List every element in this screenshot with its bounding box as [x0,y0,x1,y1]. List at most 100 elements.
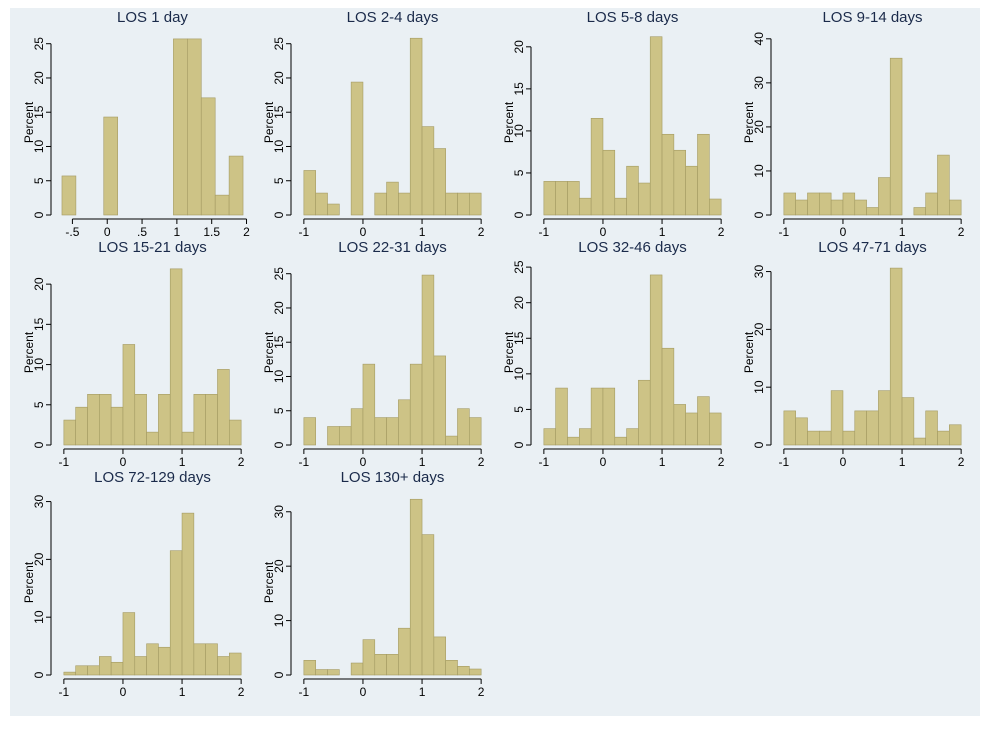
bar [169,550,183,676]
y-tick-label: 30 [752,265,766,279]
bar [87,394,100,446]
bar [228,155,244,216]
bar [75,665,88,676]
x-tick-label: 1 [659,225,666,239]
x-tick-label: 1.5 [203,225,220,239]
x-tick-label: 1 [899,455,906,469]
bar [878,177,891,216]
y-tick-label: 10 [272,139,286,153]
bar [626,428,639,446]
bar [303,417,316,446]
bar [661,133,675,216]
bar [555,181,568,216]
y-tick-label: 5 [512,406,526,413]
x-tick-label: 2 [238,455,245,469]
bar [99,394,112,446]
bar [362,363,376,446]
panel-title: LOS 1 day [117,9,188,26]
x-tick-label: 2 [958,455,965,469]
x-tick-label: 2 [478,455,485,469]
bar [543,181,556,216]
bar [362,639,376,676]
y-tick-label: 20 [272,301,286,315]
x-tick-label: 0 [360,225,367,239]
y-axis-label: Percent [502,101,516,143]
bar [229,419,242,446]
y-tick-label: 10 [32,139,46,153]
bar [602,149,616,216]
bar [421,274,435,446]
bar [158,646,171,676]
bar [217,369,230,446]
bar [433,148,446,216]
bar [173,38,188,216]
y-tick-label: 30 [272,505,286,519]
y-tick-label: 30 [752,76,766,90]
bar [469,192,482,216]
y-axis-label: Percent [742,331,756,373]
y-tick-label: 10 [512,367,526,381]
bar [457,192,470,216]
bar [103,116,118,216]
x-tick-label: -1 [539,225,550,239]
x-tick-label: 0 [840,455,847,469]
bar [181,431,195,446]
y-axis-label: Percent [262,561,276,603]
bar [661,347,675,446]
y-tick-label: 25 [272,267,286,281]
bar [187,38,202,216]
panel-title: LOS 2-4 days [347,9,439,26]
bar [901,397,915,446]
bar [350,408,364,446]
panel-title: LOS 32-46 days [578,239,686,256]
bar [193,643,206,676]
bar [169,268,183,446]
bar [555,387,568,446]
bar [673,149,686,216]
bar [685,412,698,446]
y-tick-label: 5 [512,169,526,176]
y-tick-label: 0 [752,211,766,218]
bar [889,57,903,216]
bar [315,669,328,676]
bar [567,181,580,216]
bar [937,430,950,446]
bar [685,165,698,216]
y-tick-label: 15 [32,317,46,331]
bar [110,661,124,676]
bar [217,656,230,676]
bar [445,660,458,676]
bar [457,408,470,446]
bar [913,437,926,446]
x-tick-label: -1 [779,455,790,469]
bar [63,419,76,446]
bar [925,410,938,446]
x-tick-label: 0 [360,685,367,699]
x-tick-label: -1 [299,685,310,699]
x-tick-label: 2 [238,685,245,699]
bar [649,274,663,446]
y-tick-label: 15 [272,105,286,119]
y-tick-label: 20 [32,277,46,291]
x-tick-label: 1 [179,685,186,699]
bar [590,117,604,216]
bar [421,534,435,676]
x-tick-label: 0 [104,225,111,239]
y-tick-label: 10 [32,610,46,624]
bar [99,656,112,676]
bar [842,430,856,446]
bar [87,665,100,676]
y-tick-label: 0 [272,211,286,218]
x-tick-label: 2 [478,225,485,239]
bar [122,344,136,446]
x-tick-label: 1 [419,225,426,239]
bar [709,412,722,446]
y-tick-label: 25 [32,37,46,51]
y-axis-label: Percent [22,101,36,143]
x-tick-label: -.5 [65,225,79,239]
bar [214,194,230,216]
y-tick-label: 25 [512,260,526,274]
bar [783,410,796,446]
bar [134,656,147,676]
